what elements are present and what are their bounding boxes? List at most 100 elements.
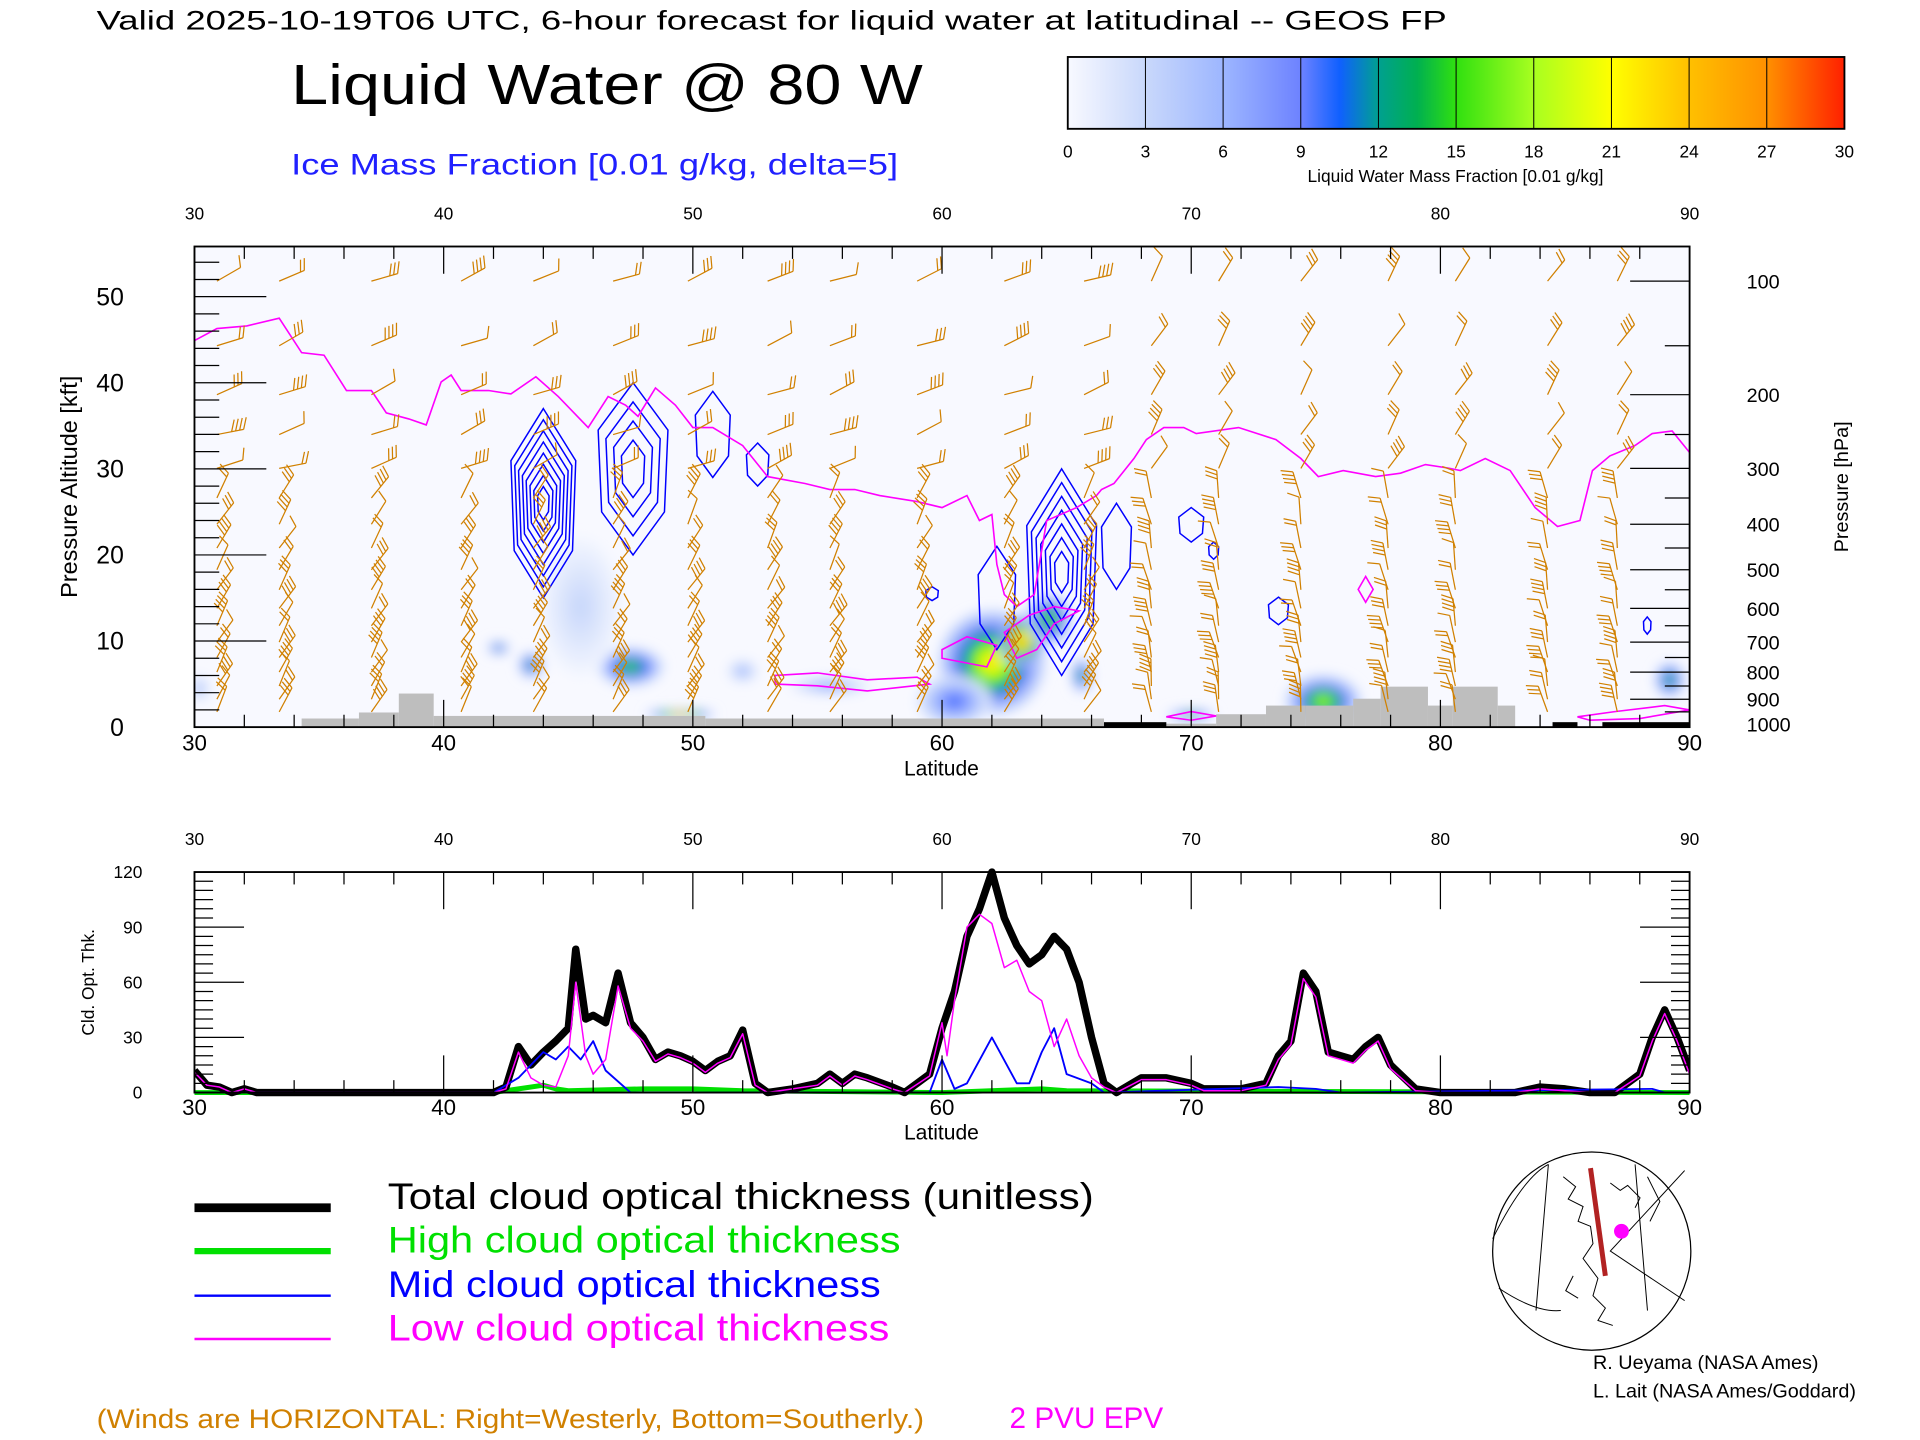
wind-barb-feather <box>538 521 546 534</box>
wind-barb-feather <box>1370 646 1383 651</box>
wind-barb-feather <box>1534 562 1547 568</box>
wind-barb-icon <box>1280 469 1302 499</box>
colorbar-tick-label: 12 <box>1369 141 1388 161</box>
wind-barb-icon <box>371 261 400 282</box>
wind-barb-feather <box>1620 322 1628 335</box>
wind-barb-feather <box>924 574 933 586</box>
wind-barb-feather <box>534 559 544 570</box>
wind-barb-staff <box>916 421 942 436</box>
wind-barb-feather <box>540 464 549 476</box>
wind-barb-feather <box>1081 676 1091 687</box>
wind-barb-feather <box>922 578 931 590</box>
wind-barb-staff <box>1609 497 1618 525</box>
wind-barb-feather <box>292 377 296 391</box>
wind-barb-feather <box>218 521 228 533</box>
wind-barb-icon <box>1529 627 1549 658</box>
wind-barb-feather <box>1202 568 1215 572</box>
wind-barb-icon <box>1150 435 1168 469</box>
x-tick-label: 90 <box>1677 731 1702 756</box>
terrain-block <box>1265 705 1306 728</box>
wind-barb-feather <box>701 329 705 342</box>
wind-barb-staff <box>829 604 848 627</box>
wind-barb-feather <box>1090 494 1098 506</box>
wind-barb-feather <box>1092 556 1100 568</box>
wind-barb-feather <box>705 450 709 464</box>
wind-barb-icon <box>1282 578 1302 609</box>
wind-barb-staff <box>1547 259 1566 282</box>
wind-barb-feather <box>772 672 780 685</box>
wind-barb-feather <box>555 375 558 389</box>
wind-barb-staff <box>687 473 701 499</box>
wind-barb-staff <box>1611 645 1618 673</box>
wind-barb-feather <box>623 593 631 605</box>
ice-contour <box>514 418 573 589</box>
x-tick-label: 70 <box>1179 731 1204 756</box>
wind-barb-icon <box>1600 539 1618 570</box>
wind-barb-icon <box>1283 518 1302 549</box>
wind-barb-feather <box>1008 490 1018 501</box>
wind-barb-icon <box>916 623 933 658</box>
wind-barb-feather <box>1220 311 1231 322</box>
wind-barb-icon <box>612 639 631 673</box>
wind-barb-staff <box>1142 498 1152 525</box>
wind-barb-icon <box>1203 594 1220 626</box>
wind-barb-staff <box>460 686 472 713</box>
wind-barb-feather <box>373 563 382 574</box>
wind-barb-feather <box>286 464 295 476</box>
wind-barb-feather <box>1085 668 1095 679</box>
wind-barb-feather <box>835 599 843 612</box>
wind-barb-feather <box>1158 316 1166 328</box>
wind-barb-feather <box>1618 403 1628 414</box>
wind-barb-icon <box>460 514 477 549</box>
wind-barb-feather <box>540 627 548 640</box>
wind-barb-staff <box>1295 521 1302 549</box>
wind-barb-feather <box>1457 407 1466 419</box>
wind-barb-feather <box>1603 576 1616 582</box>
x-tick-label-top: 40 <box>434 203 453 223</box>
wind-barb-icon <box>916 463 931 499</box>
wind-barb-staff <box>829 501 846 525</box>
wind-barb-icon <box>1372 668 1389 700</box>
wind-barb-feather <box>921 668 930 680</box>
wind-barb-staff <box>829 426 857 436</box>
wind-barb-feather <box>1110 262 1114 276</box>
wind-barb-feather <box>221 517 230 529</box>
x-tick-label: 70 <box>1179 1095 1204 1120</box>
wind-barb-feather <box>1136 577 1149 582</box>
wind-barb-feather <box>460 542 470 553</box>
wind-barb-feather <box>1285 640 1298 644</box>
y-tick-label: 10 <box>96 629 124 656</box>
wind-barb-icon <box>1285 654 1302 687</box>
wind-barb-feather <box>613 668 623 679</box>
wind-barb-icon <box>370 573 384 609</box>
wind-barb-icon <box>216 491 235 525</box>
wind-barb-staff <box>1296 658 1302 687</box>
wind-barb-feather <box>837 682 845 694</box>
wind-barb-feather <box>284 638 293 649</box>
wind-barb-feather <box>829 535 840 545</box>
wind-barb-feather <box>220 659 229 671</box>
wind-barb-icon <box>278 319 304 347</box>
wind-barb-feather <box>1601 694 1615 698</box>
wind-barb-feather <box>280 607 291 618</box>
wind-barb-icon <box>1135 626 1152 658</box>
wind-barb-feather <box>1392 442 1401 454</box>
wind-barb-staff <box>1384 672 1389 700</box>
wind-barb-feather <box>1439 502 1453 507</box>
wind-barb-icon <box>684 677 700 713</box>
wind-barb-staff <box>1212 562 1220 590</box>
winds-note: (Winds are HORIZONTAL: Right=Westerly, B… <box>97 1403 924 1434</box>
wind-barb-feather <box>239 417 243 431</box>
wind-barb-feather <box>1201 564 1214 568</box>
wind-barb-icon <box>1083 623 1097 658</box>
wind-barb-feather <box>1437 612 1450 617</box>
wind-barb-feather <box>1602 475 1615 480</box>
wind-barb-icon <box>460 609 479 643</box>
wind-barb-icon <box>1616 361 1633 396</box>
wind-barb-staff <box>1083 427 1111 436</box>
wind-barb-feather <box>373 573 383 584</box>
wind-barb-feather <box>686 474 696 485</box>
x-tick-label: 50 <box>680 731 705 756</box>
wind-barb-feather <box>538 582 546 594</box>
wind-barb-feather <box>1011 592 1020 604</box>
